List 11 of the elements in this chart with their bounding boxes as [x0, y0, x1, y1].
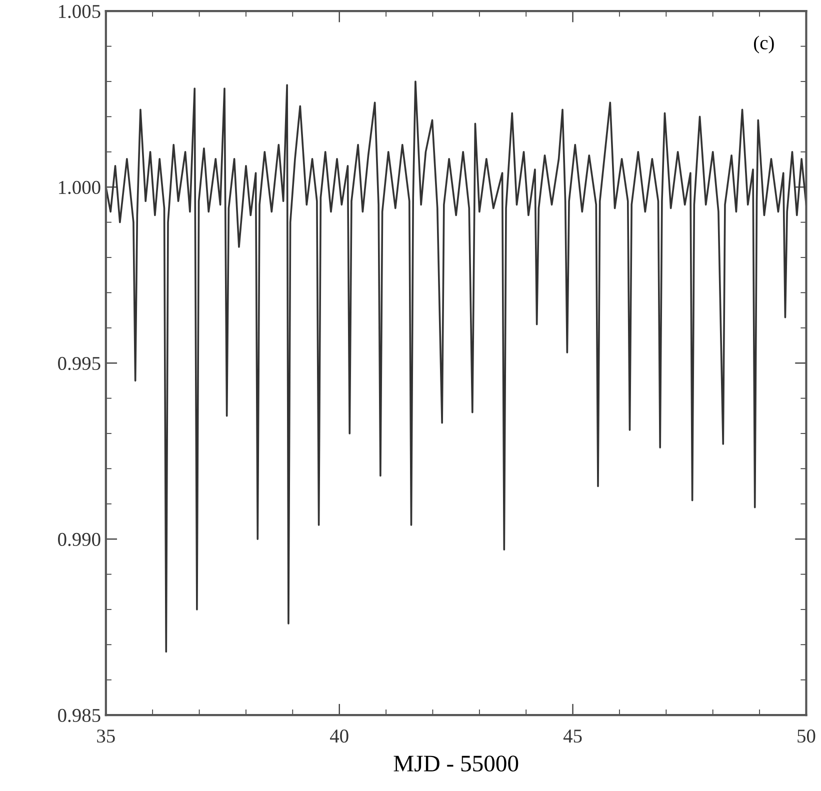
y-tick-label: 1.005	[59, 4, 100, 18]
x-tick-label: 35	[97, 730, 115, 743]
x-tick-label: 40	[330, 730, 348, 743]
y-tick-label: 0.995	[58, 356, 100, 370]
y-tick-label: 1.000	[59, 180, 100, 194]
x-tick-label: 45	[563, 730, 582, 743]
y-tick-label: 0.985	[58, 708, 100, 722]
x-axis-title: MJD - 55000	[394, 756, 518, 772]
annotation: (c)	[754, 36, 774, 54]
x-tick-label: 50	[798, 730, 816, 743]
y-tick-label: 0.990	[58, 532, 100, 546]
